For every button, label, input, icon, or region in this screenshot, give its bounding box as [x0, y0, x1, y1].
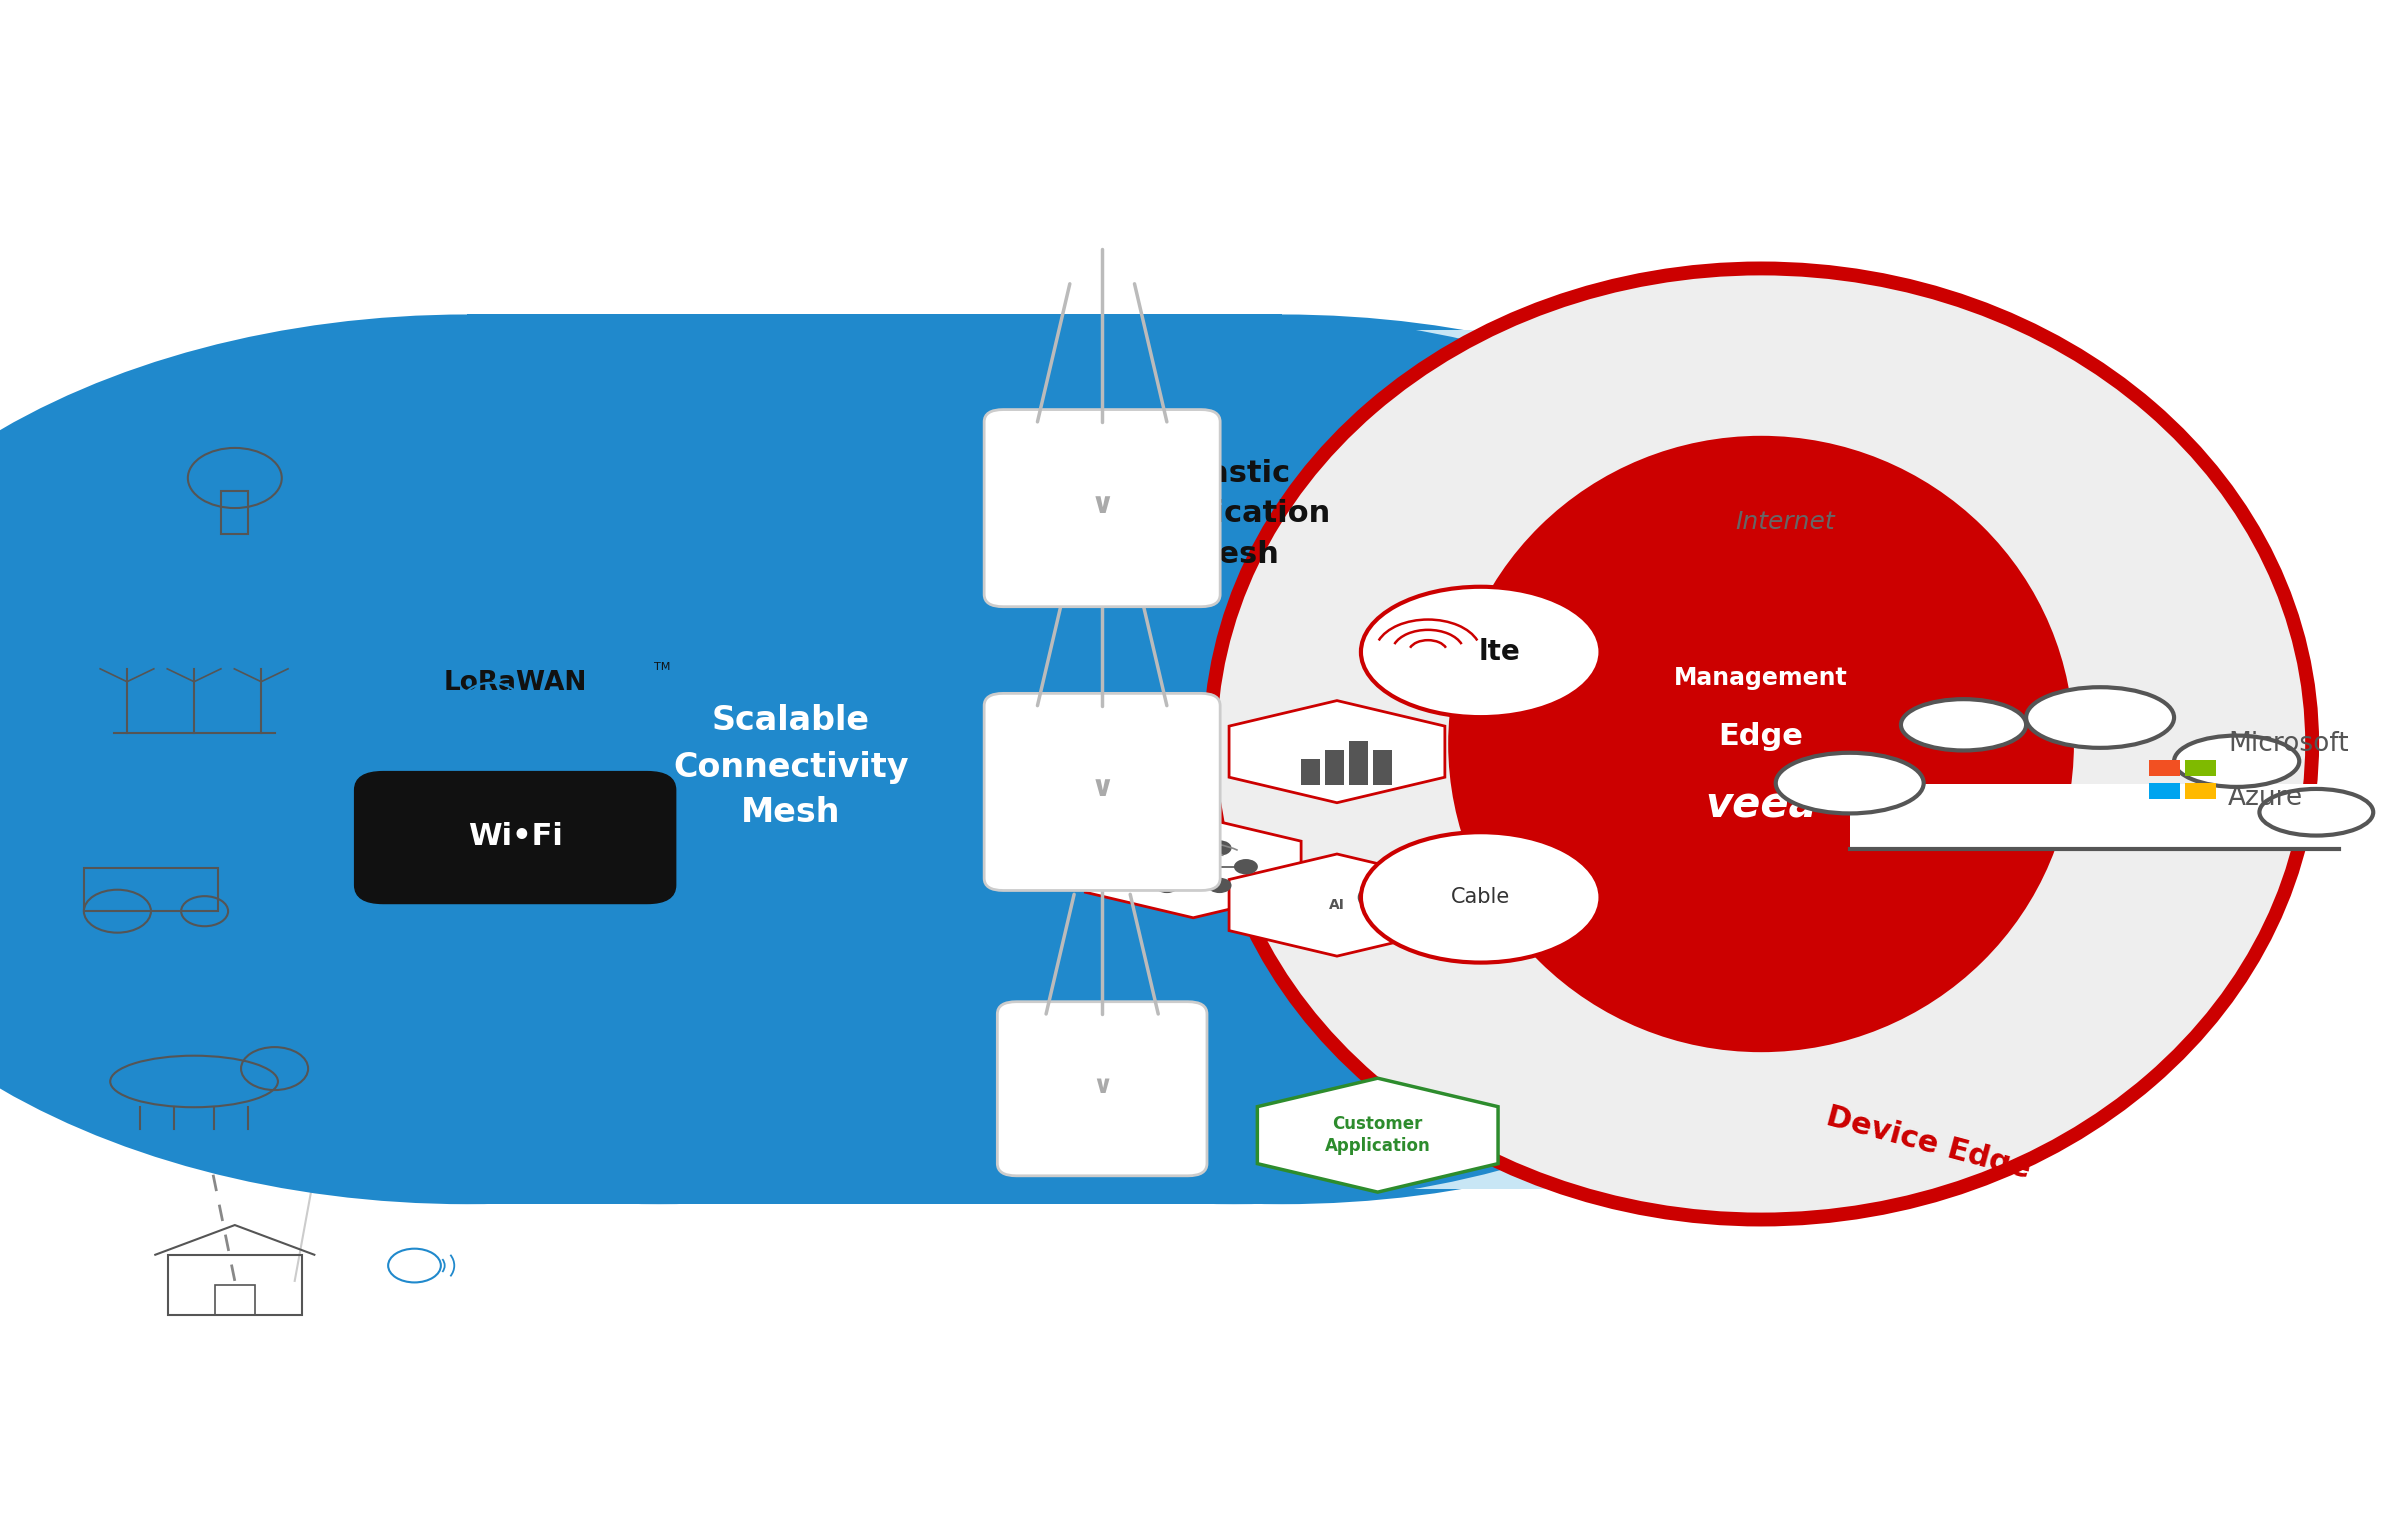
- Bar: [168, 1255, 302, 1315]
- Text: veea: veea: [1706, 784, 1816, 827]
- Bar: [367, 658, 381, 703]
- Circle shape: [1155, 841, 1179, 856]
- Bar: [1373, 750, 1392, 785]
- Ellipse shape: [264, 330, 1605, 1189]
- Polygon shape: [1258, 1078, 1498, 1192]
- Text: Internet: Internet: [1735, 509, 1835, 534]
- FancyBboxPatch shape: [659, 314, 1282, 1204]
- FancyBboxPatch shape: [1850, 784, 2338, 848]
- Text: ∨: ∨: [1090, 775, 1114, 802]
- Text: Edge: Edge: [1718, 723, 1804, 750]
- Ellipse shape: [539, 314, 1929, 1204]
- Ellipse shape: [2259, 788, 2374, 836]
- Bar: [347, 1046, 400, 1063]
- Circle shape: [1155, 877, 1179, 893]
- FancyBboxPatch shape: [985, 693, 1220, 890]
- Ellipse shape: [0, 314, 1162, 1204]
- Text: Azure: Azure: [2228, 785, 2303, 810]
- Bar: [2149, 782, 2180, 799]
- Text: Elastic
Application
Mesh: Elastic Application Mesh: [1136, 459, 1332, 569]
- Ellipse shape: [2027, 687, 2173, 749]
- FancyBboxPatch shape: [934, 330, 1605, 1189]
- Text: Wi•Fi: Wi•Fi: [467, 822, 563, 850]
- Ellipse shape: [1900, 700, 2027, 750]
- Circle shape: [316, 893, 345, 910]
- Ellipse shape: [587, 314, 1977, 1204]
- Bar: [2185, 759, 2216, 776]
- Circle shape: [362, 693, 388, 710]
- Ellipse shape: [934, 330, 2276, 1189]
- Ellipse shape: [2173, 736, 2300, 787]
- Ellipse shape: [1450, 437, 2073, 1051]
- Text: AI: AI: [1330, 897, 1344, 913]
- Bar: [2185, 782, 2216, 799]
- Bar: [84, 868, 218, 911]
- Text: Device Edge: Device Edge: [1823, 1101, 2034, 1184]
- Ellipse shape: [1361, 831, 1601, 963]
- Ellipse shape: [1775, 753, 1924, 813]
- Text: Microsoft: Microsoft: [2228, 732, 2348, 756]
- Bar: [1325, 750, 1344, 785]
- Circle shape: [403, 494, 426, 511]
- Bar: [323, 858, 338, 902]
- Circle shape: [1234, 859, 1258, 874]
- Ellipse shape: [1210, 268, 2312, 1220]
- Text: ∨: ∨: [1090, 491, 1114, 518]
- Circle shape: [1208, 877, 1232, 893]
- Bar: [1349, 741, 1368, 785]
- FancyBboxPatch shape: [467, 314, 1234, 1204]
- Text: Cable: Cable: [1452, 887, 1509, 908]
- Polygon shape: [1229, 701, 1445, 802]
- Circle shape: [1208, 841, 1232, 856]
- Bar: [220, 491, 249, 534]
- Polygon shape: [1229, 854, 1445, 956]
- Text: Management: Management: [1675, 666, 1847, 690]
- Circle shape: [1129, 859, 1152, 874]
- Bar: [2149, 759, 2180, 776]
- Bar: [1301, 759, 1320, 785]
- FancyBboxPatch shape: [985, 410, 1220, 606]
- Polygon shape: [1085, 816, 1301, 917]
- Text: LoRaWAN: LoRaWAN: [443, 670, 587, 695]
- Ellipse shape: [0, 314, 1354, 1204]
- Text: lte: lte: [1478, 638, 1521, 666]
- Bar: [407, 459, 422, 503]
- Text: Customer
Application: Customer Application: [1325, 1115, 1430, 1155]
- Text: ∨: ∨: [1093, 1074, 1112, 1098]
- Circle shape: [1176, 856, 1210, 877]
- FancyBboxPatch shape: [997, 1002, 1208, 1177]
- Bar: [216, 1285, 254, 1315]
- Ellipse shape: [1361, 588, 1601, 718]
- Text: TM: TM: [654, 663, 671, 672]
- FancyBboxPatch shape: [355, 772, 676, 904]
- Text: Scalable
Connectivity
Mesh: Scalable Connectivity Mesh: [673, 704, 908, 830]
